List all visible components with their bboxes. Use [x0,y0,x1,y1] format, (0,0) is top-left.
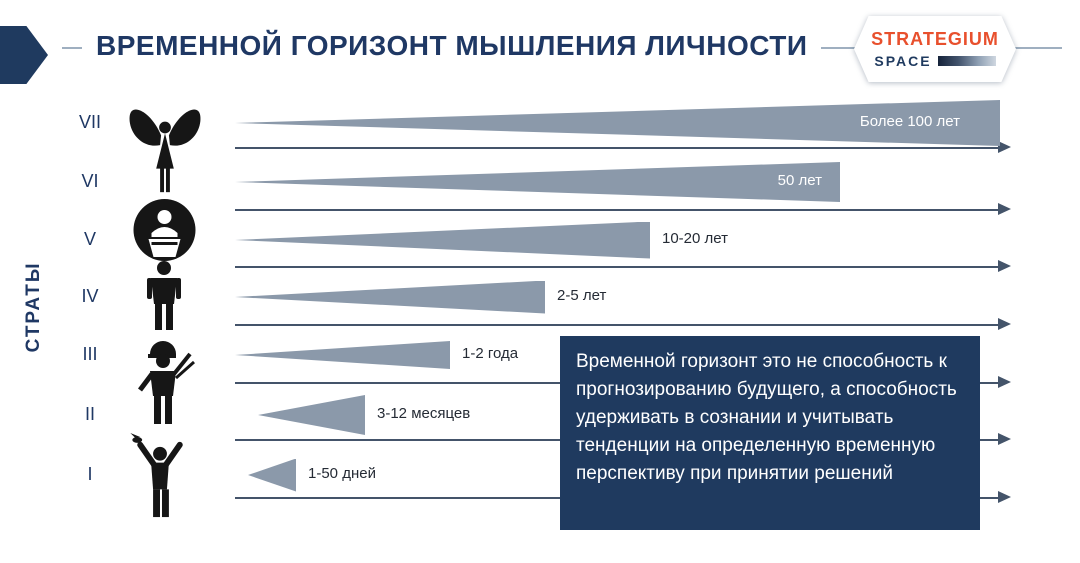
stratum-numeral: III [82,344,98,364]
logo-subtext: SPACE [874,53,932,69]
timeline-arrow [235,266,998,268]
leader-in-circle-icon [131,197,198,263]
horizon-label: 10-20 лет [662,230,728,247]
timeline-arrowhead [998,141,1011,153]
winner-with-bird-icon [124,432,196,523]
horizon-label: 3-12 месяцев [377,405,471,422]
timeline-arrowhead [998,491,1011,503]
timeline-arrow [235,324,998,326]
horizon-label: 2-5 лет [557,287,607,304]
timeline-arrowhead [998,433,1011,445]
horizon-label: 50 лет [777,172,822,189]
stratum-numeral: VI [81,171,99,191]
horizon-wedge [258,395,365,435]
timeline-arrow [235,147,998,149]
strategium-logo: STRATEGIUM SPACE [854,16,1016,82]
logo-subtext-row: SPACE [874,53,996,69]
definition-note: Временной горизонт это не способность к … [560,336,980,530]
horizon-wedge [235,280,545,314]
angel-icon [125,102,205,200]
stratum-numeral: VII [78,112,101,132]
logo-gradient-bar [937,56,996,66]
businessman-icon [139,260,189,332]
timeline-arrowhead [998,203,1011,215]
horizon-wedge [235,221,650,259]
timeline-arrow [235,209,998,211]
worker-icon [128,340,198,432]
y-axis-label: СТРАТЫ [23,261,44,353]
page-title: ВРЕМЕННОЙ ГОРИЗОНТ МЫШЛЕНИЯ ЛИЧНОСТИ [82,26,822,66]
horizon-label: Более 100 лет [859,113,960,130]
logo-text: STRATEGIUM [871,29,999,49]
stratum-numeral: I [87,464,93,484]
horizon-label: 1-50 дней [308,465,376,482]
timeline-arrowhead [998,260,1011,272]
horizon-wedge [248,458,296,492]
timeline-arrowhead [998,376,1011,388]
logo-hexagon-badge: STRATEGIUM SPACE [854,16,1016,82]
stratum-numeral: IV [81,286,99,306]
corner-accent-chevron [0,26,48,84]
stratum-numeral: V [83,229,96,249]
timeline-arrowhead [998,318,1011,330]
horizon-label: 1-2 года [462,345,519,362]
stratum-numeral: II [84,404,95,424]
horizon-wedge [235,341,450,369]
